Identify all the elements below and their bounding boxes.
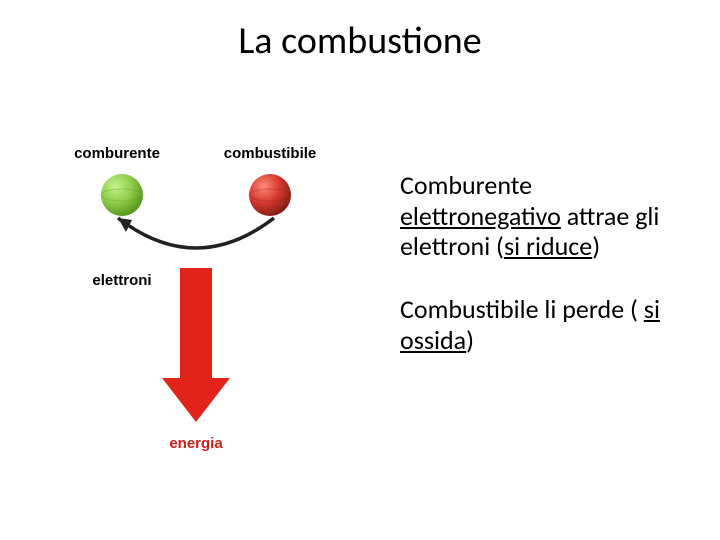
- label-energia: energia: [169, 435, 223, 452]
- combustion-diagram: comburente combustibile elettroni energi…: [62, 140, 362, 470]
- paragraph-comburente: Comburente elettronegativo attrae gli el…: [400, 170, 680, 262]
- p1-t5: ): [592, 230, 600, 262]
- energy-arrow-shaft: [180, 268, 212, 378]
- right-column: Comburente elettronegativo attrae gli el…: [400, 170, 680, 387]
- p1-t4-underline: si riduce: [504, 230, 592, 262]
- label-combustibile: combustibile: [224, 145, 317, 162]
- slide: La combustione comburente combustibile: [0, 0, 720, 540]
- page-title: La combustione: [0, 18, 720, 64]
- p2-t3: ): [466, 324, 474, 356]
- electron-arc: [118, 218, 274, 248]
- paragraph-combustibile: Combustibile li perde ( si ossida): [400, 294, 680, 355]
- sphere-comburente: [101, 174, 143, 216]
- label-comburente: comburente: [74, 145, 160, 162]
- sphere-combustibile: [249, 174, 291, 216]
- p2-t1: Combustibile li perde (: [400, 293, 644, 325]
- label-elettroni: elettroni: [92, 272, 151, 289]
- p1-t2-underline: elettronegativo: [400, 200, 561, 232]
- energy-arrow-head: [162, 378, 230, 422]
- p1-t1: Comburente: [400, 169, 532, 201]
